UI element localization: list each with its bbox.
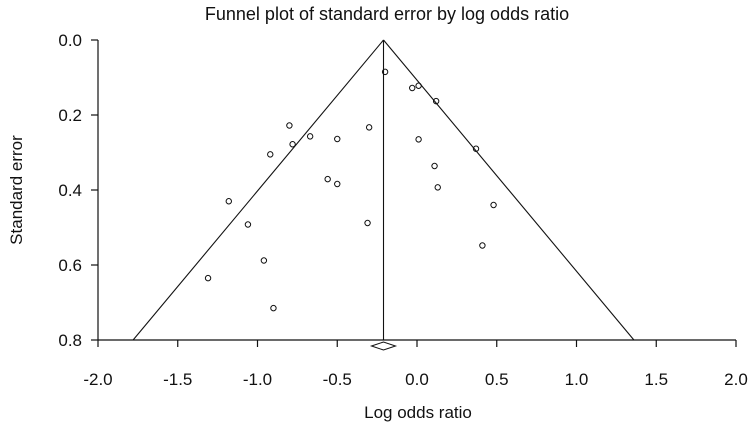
x-tick-label: -2.0: [83, 370, 112, 389]
axes: 0.0 0.2 0.4 0.6 0.8 -2.0 -1.5 -1.0 -0.5 0.0 0.5 1.0…: [58, 31, 747, 389]
data-point: [286, 122, 293, 129]
data-point: [431, 162, 438, 170]
data-point: [364, 219, 371, 227]
data-point: [365, 124, 373, 131]
data-point: [260, 257, 268, 264]
y-tick-label: 0.6: [58, 256, 82, 275]
data-point: [472, 145, 480, 152]
data-point: [479, 242, 486, 249]
data-point: [432, 97, 440, 105]
data-point: [415, 136, 422, 143]
data-point: [267, 151, 274, 158]
x-tick-label: -1.0: [243, 370, 272, 389]
y-tick-label: 0.8: [58, 331, 82, 350]
x-tick-label: 0.0: [405, 370, 429, 389]
data-point: [415, 82, 422, 89]
data-point: [434, 184, 441, 191]
y-tick-label: 0.4: [58, 181, 82, 200]
funnel-left-line: [132, 39, 384, 341]
data-point: [409, 84, 416, 92]
x-tick-label: 2.0: [724, 370, 748, 389]
x-tick-label: 1.5: [644, 370, 668, 389]
data-point: [270, 304, 277, 312]
data-point: [244, 221, 252, 228]
data-point: [490, 201, 497, 209]
y-tick-label: 0.0: [58, 31, 82, 50]
data-point: [289, 141, 296, 148]
data-point: [334, 135, 341, 143]
chart-title: Funnel plot of standard error by log odd…: [205, 4, 569, 24]
data-point: [334, 180, 341, 188]
y-tick-label: 0.2: [58, 106, 82, 125]
x-tick-label: -1.5: [163, 370, 192, 389]
funnel-right-line: [383, 39, 635, 341]
y-axis-label: Standard error: [7, 135, 26, 245]
summary-diamond: [369, 341, 398, 351]
data-point: [225, 198, 232, 205]
x-tick-label: -0.5: [323, 370, 352, 389]
data-point: [324, 175, 331, 183]
x-tick-label: 1.0: [565, 370, 589, 389]
study-points: [204, 68, 497, 312]
x-axis-label: Log odds ratio: [364, 403, 472, 422]
x-tick-label: 0.5: [485, 370, 509, 389]
data-point: [204, 274, 212, 282]
summary-diamond-group: [369, 341, 398, 351]
funnel-lines: [132, 39, 635, 341]
data-point: [306, 133, 314, 140]
data-point: [381, 68, 389, 76]
